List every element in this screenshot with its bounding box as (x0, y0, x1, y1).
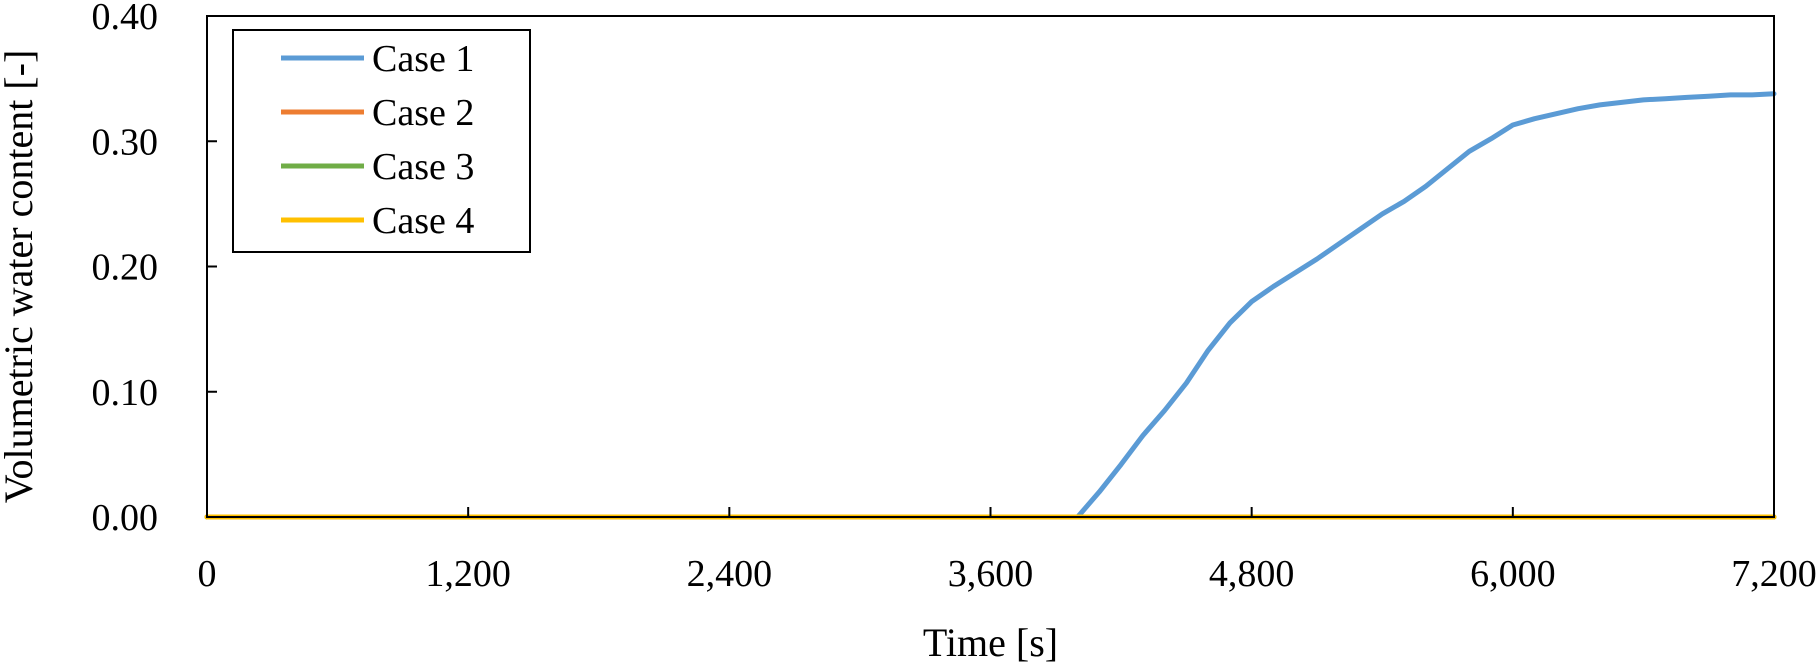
legend-label: Case 4 (372, 200, 474, 242)
series-line-case-1 (204, 91, 1777, 520)
x-tick-label: 6,000 (1470, 553, 1556, 595)
y-tick-label: 0.00 (92, 497, 159, 539)
y-tick-label: 0.40 (92, 0, 159, 38)
legend-label: Case 2 (372, 92, 474, 134)
legend-label: Case 1 (372, 38, 474, 80)
x-axis-title: Time [s] (923, 620, 1058, 665)
x-tick-label: 3,600 (948, 553, 1034, 595)
x-tick-label: 0 (198, 553, 217, 595)
legend: Case 1 Case 2 Case 3 Case 4 (232, 29, 531, 253)
y-axis-title: Volumetric water content [-] (0, 50, 41, 504)
x-tick-label: 4,800 (1209, 553, 1295, 595)
x-tick-label: 2,400 (687, 553, 773, 595)
x-axis: 0 1,200 2,400 3,600 4,800 6,000 7,200 (198, 507, 1816, 595)
x-tick-label: 7,200 (1731, 553, 1816, 595)
x-tick-label: 1,200 (425, 553, 511, 595)
y-tick-label: 0.10 (92, 372, 159, 414)
y-axis: 0.00 0.10 0.20 0.30 0.40 (92, 0, 217, 539)
y-tick-label: 0.20 (92, 247, 159, 289)
legend-label: Case 3 (372, 146, 474, 188)
legend-box (232, 29, 531, 253)
y-tick-label: 0.30 (92, 121, 159, 163)
